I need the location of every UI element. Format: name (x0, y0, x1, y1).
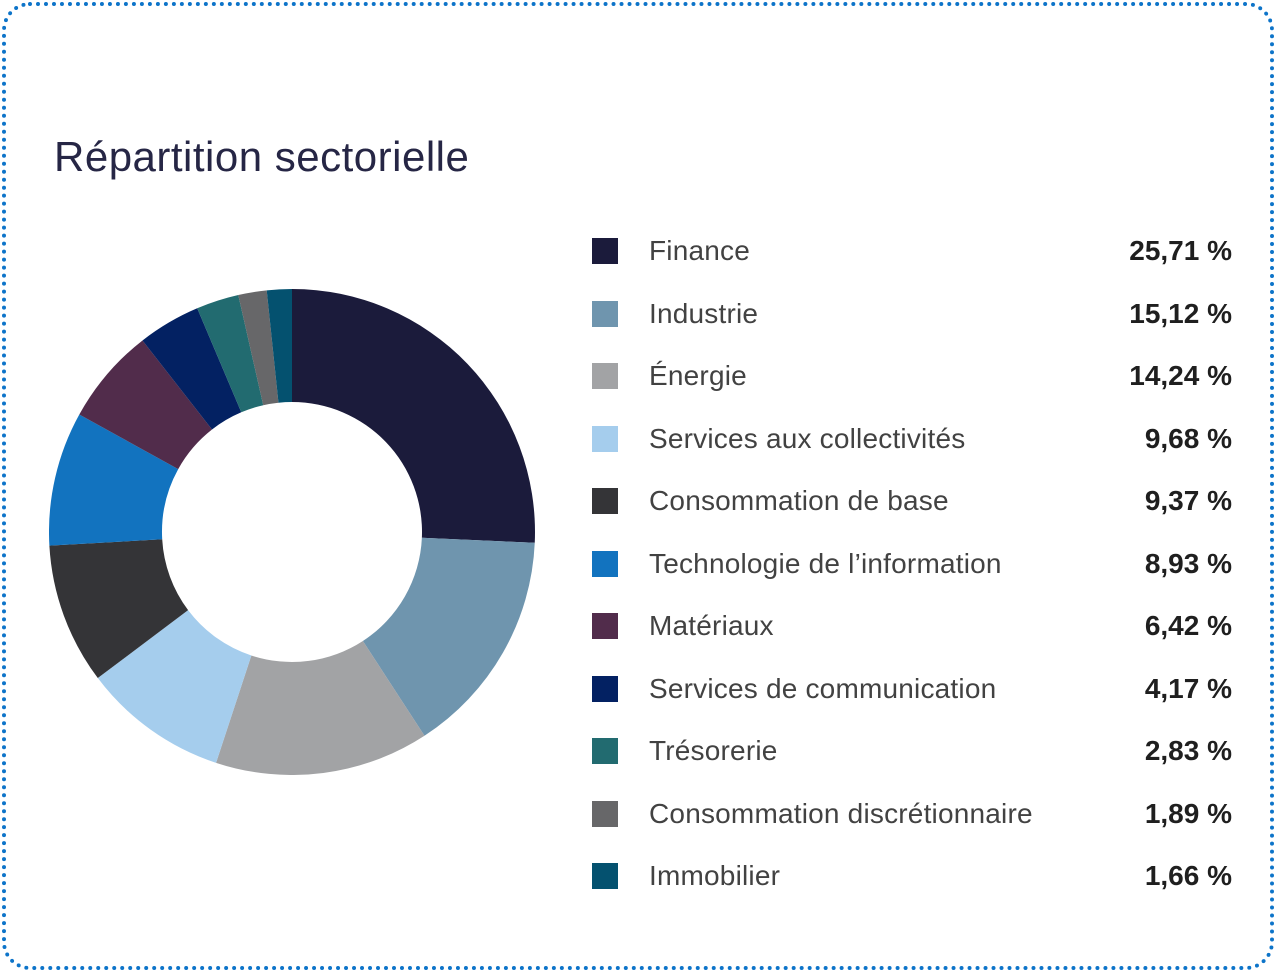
legend-label: Énergie (649, 360, 747, 392)
legend-color-swatch (592, 238, 618, 265)
legend-label: Finance (649, 235, 751, 267)
legend-item: Énergie 14,24 % (592, 345, 1232, 408)
legend-label: Matériaux (649, 610, 774, 642)
legend-value: 6,42 % (1144, 610, 1232, 642)
legend-color-swatch (592, 300, 618, 327)
legend-color-swatch (592, 488, 618, 515)
legend-color-swatch (592, 363, 618, 390)
legend-item: Consommation discrétionnaire 1,89 % (592, 783, 1232, 846)
donut-slice-5 (49, 539, 189, 679)
donut-slice-6 (48, 414, 179, 546)
legend-label: Services aux collectivités (649, 422, 966, 454)
legend-item: Industrie 15,12 % (592, 283, 1232, 346)
legend-label: Technologie de l’information (649, 547, 1002, 579)
donut-slice-4 (97, 610, 252, 763)
donut-slice-3 (216, 640, 425, 776)
legend-value: 1,66 % (1144, 860, 1232, 892)
legend-label: Consommation de base (649, 485, 949, 517)
donut-slice-1 (292, 289, 535, 543)
legend-label: Industrie (649, 297, 759, 329)
legend-item: Services de communication 4,17 % (592, 658, 1232, 721)
legend-color-swatch (592, 800, 618, 827)
legend-label: Consommation discrétionnaire (649, 797, 1033, 829)
legend-value: 8,93 % (1144, 547, 1232, 579)
legend-label: Trésorerie (649, 735, 778, 767)
donut-slice-11 (266, 289, 292, 403)
donut-slice-8 (142, 308, 242, 430)
donut-slice-2 (362, 537, 535, 736)
legend-value: 14,24 % (1129, 360, 1232, 392)
legend-value: 1,89 % (1144, 797, 1232, 829)
legend-item: Finance 25,71 % (592, 220, 1232, 283)
legend-value: 9,37 % (1144, 485, 1232, 517)
chart-legend: Finance 25,71 % Industrie 15,12 % Énergie 14,… (592, 220, 1232, 908)
legend-item: Technologie de l’information 8,93 % (592, 533, 1232, 596)
legend-label: Services de communication (649, 672, 997, 704)
legend-value: 15,12 % (1129, 297, 1232, 329)
legend-color-swatch (592, 425, 618, 452)
legend-label: Immobilier (649, 860, 781, 892)
legend-value: 2,83 % (1144, 735, 1232, 767)
legend-value: 4,17 % (1144, 672, 1232, 704)
donut-slice-9 (197, 295, 264, 413)
legend-value: 25,71 % (1129, 235, 1232, 267)
legend-color-swatch (592, 675, 618, 702)
donut-slice-10 (238, 290, 279, 406)
donut-chart-svg (48, 289, 535, 776)
sector-donut-chart (48, 289, 535, 776)
legend-color-swatch (592, 863, 618, 890)
legend-color-swatch (592, 738, 618, 765)
legend-item: Trésorerie 2,83 % (592, 720, 1232, 783)
legend-color-swatch (592, 613, 618, 640)
legend-item: Matériaux 6,42 % (592, 595, 1232, 658)
legend-item: Consommation de base 9,37 % (592, 470, 1232, 533)
legend-color-swatch (592, 550, 618, 577)
legend-item: Immobilier 1,66 % (592, 845, 1232, 908)
legend-value: 9,68 % (1144, 422, 1232, 454)
page-title: Répartition sectorielle (54, 133, 470, 181)
donut-slice-7 (79, 340, 213, 470)
legend-item: Services aux collectivités 9,68 % (592, 408, 1232, 471)
